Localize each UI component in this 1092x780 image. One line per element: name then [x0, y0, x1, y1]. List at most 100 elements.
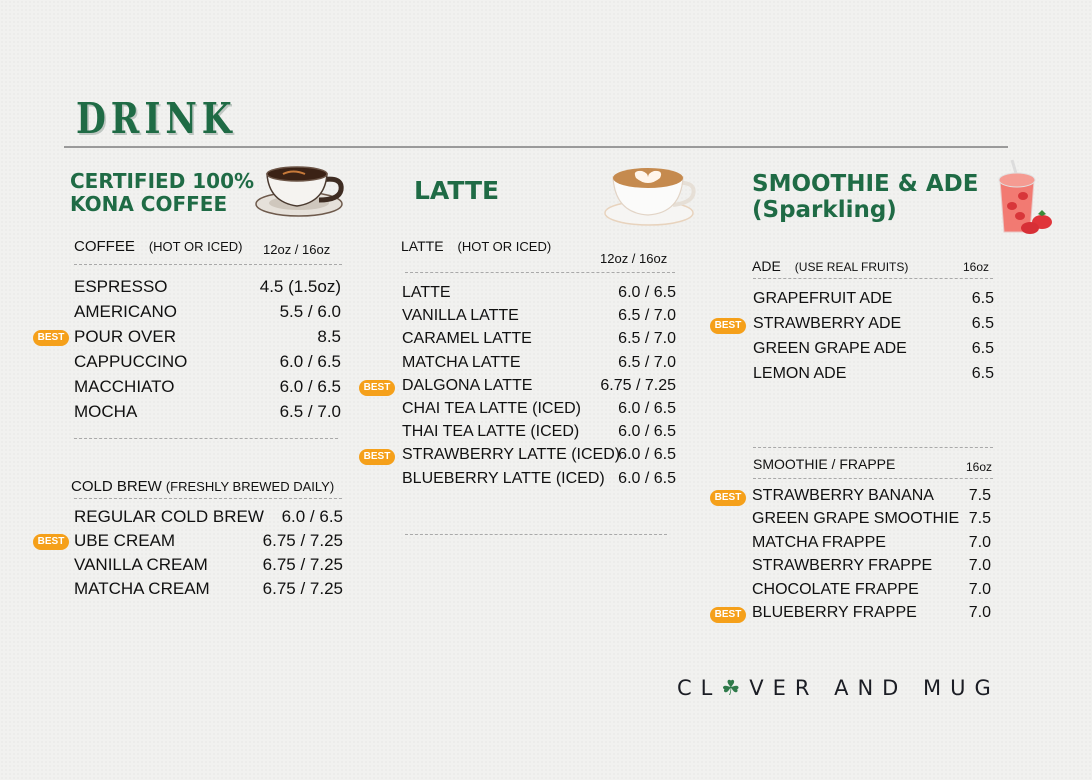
menu-item-name: GRAPEFRUIT ADE [753, 290, 893, 307]
menu-item-name: POUR OVER [74, 327, 177, 346]
best-badge: BEST [710, 318, 746, 334]
menu-item-price: 6.75 / 7.25 [262, 579, 343, 598]
cold-brew-note: (FRESHLY BREWED DAILY) [165, 479, 335, 494]
page-title: DRINK [76, 94, 237, 143]
menu-item-price: 6.0 / 6.5 [281, 507, 343, 526]
menu-item-name: CHAI TEA LATTE (ICED) [402, 400, 581, 417]
menu-item-price: 7.5 [968, 487, 991, 504]
cold-brew-label: COLD BREW [71, 478, 162, 495]
menu-item-price: 7.0 [968, 604, 991, 621]
ade-label: ADE [752, 258, 781, 274]
best-badge: BEST [710, 490, 746, 506]
menu-item-price: 6.5 / 7.0 [279, 402, 341, 421]
menu-item-price: 6.5 / 7.0 [618, 353, 676, 371]
menu-item-name: CAPPUCCINO [74, 352, 188, 371]
menu-item-name: VANILLA LATTE [402, 307, 519, 325]
menu-item-name: MATCHA FRAPPE [752, 533, 886, 551]
divider [753, 447, 993, 448]
menu-item-price: 7.0 [968, 580, 991, 598]
ade-note: (USE REAL FRUITS) [794, 260, 909, 274]
coffee-subheader: COFFEE (HOT OR ICED) [74, 238, 243, 255]
divider [74, 498, 342, 499]
menu-item-name: LEMON ADE [753, 365, 847, 382]
menu-item-price: 6.5 / 7.0 [618, 307, 676, 325]
latte-label: LATTE [401, 238, 444, 254]
smoothie-title-line2: (Sparkling) [752, 197, 897, 224]
best-badge: BEST [359, 449, 395, 466]
coffee-title-line2: KONA COFFEE [70, 192, 228, 216]
smoothie-size: 16oz [966, 460, 993, 474]
menu-item-name: MATCHA CREAM [74, 579, 210, 598]
menu-item-name: DALGONA LATTE [402, 376, 533, 394]
divider [753, 478, 993, 479]
ade-size: 16oz [963, 260, 990, 274]
menu-item-price: 5.5 / 6.0 [279, 302, 341, 321]
ade-subheader: ADE (USE REAL FRUITS) [752, 258, 908, 274]
menu-item-name: GREEN GRAPE ADE [753, 340, 907, 357]
coffee-size: 12oz / 16oz [263, 242, 331, 257]
menu-item-price: 6.0 / 6.5 [279, 352, 341, 371]
best-badge: BEST [710, 607, 746, 623]
menu-item-name: VANILLA CREAM [74, 555, 208, 574]
coffee-title-line1: CERTIFIED 100% [70, 169, 255, 193]
menu-item-name: ESPRESSO [74, 277, 168, 296]
brand-text-start: CL [677, 676, 722, 700]
menu-item-name: BLUEBERRY FRAPPE [752, 604, 917, 621]
divider [405, 272, 675, 273]
menu-item-price: 6.75 / 7.25 [262, 531, 343, 550]
menu-item-price: 6.5 [971, 365, 994, 382]
menu-item-name: STRAWBERRY BANANA [752, 487, 934, 504]
menu-item-price: 6.0 / 6.5 [618, 423, 676, 441]
smoothie-section-title: SMOOTHIE & ADE (Sparkling) [752, 171, 978, 224]
menu-item-price: 6.0 / 6.5 [618, 469, 676, 487]
menu-item-name: GREEN GRAPE SMOOTHIE [752, 510, 960, 528]
cold-brew-subheader: COLD BREW (FRESHLY BREWED DAILY) [71, 478, 334, 495]
latte-section-title: LATTE [414, 176, 500, 205]
divider [753, 278, 993, 279]
menu-item-price: 6.5 [971, 315, 994, 332]
header-divider [64, 146, 1008, 148]
menu-item-price: 7.0 [968, 557, 991, 575]
divider [74, 438, 338, 439]
coffee-cup-icon [255, 166, 344, 217]
menu-item-price: 6.0 / 6.5 [618, 446, 676, 464]
divider [405, 534, 667, 535]
menu-item-name: BLUEBERRY LATTE (ICED) [402, 469, 605, 487]
menu-item-name: STRAWBERRY FRAPPE [752, 557, 933, 575]
menu-item-price: 7.5 [968, 510, 991, 528]
menu-item-name: THAI TEA LATTE (ICED) [402, 423, 580, 441]
menu-item-price: 6.0 / 6.5 [618, 284, 676, 301]
menu-item-price: 6.5 [971, 290, 994, 307]
latte-note: (HOT OR ICED) [457, 239, 552, 254]
menu-item-name: MOCHA [74, 402, 138, 421]
menu-item-price: 7.0 [968, 533, 991, 551]
menu-item-price: 6.5 / 7.0 [618, 330, 676, 348]
coffee-note: (HOT OR ICED) [148, 239, 243, 254]
best-badge: BEST [33, 534, 69, 550]
smoothie-subheader: SMOOTHIE / FRAPPE [753, 456, 896, 472]
latte-subheader: LATTE (HOT OR ICED) [401, 238, 551, 254]
clover-icon: ☘ [721, 676, 750, 700]
menu-item-name: CHOCOLATE FRAPPE [752, 580, 919, 598]
menu-item-price: 6.75 / 7.25 [600, 376, 676, 394]
latte-art-cup-icon [604, 168, 696, 226]
menu-item-name: REGULAR COLD BREW [74, 507, 264, 526]
latte-size: 12oz / 16oz [600, 251, 668, 266]
menu-item-price: 4.5 (1.5oz) [259, 277, 341, 296]
brand-logo: CL☘VER AND MUG [677, 676, 1000, 700]
best-badge: BEST [359, 379, 395, 396]
menu-item-name: MACCHIATO [74, 377, 175, 396]
menu-item-name: MATCHA LATTE [402, 353, 521, 371]
coffee-section-title: CERTIFIED 100% KONA COFFEE [70, 170, 254, 216]
menu-item-price: 6.75 / 7.25 [262, 555, 343, 574]
brand-text-end: VER AND MUG [749, 676, 1000, 700]
menu-item-name: UBE CREAM [74, 531, 176, 550]
menu-item-name: STRAWBERRY ADE [753, 315, 902, 332]
menu-item-price: 6.0 / 6.5 [618, 400, 676, 417]
menu-item-price: 8.5 [317, 327, 341, 346]
menu-item-name: LATTE [402, 284, 451, 301]
menu-item-name: AMERICANO [74, 302, 177, 321]
divider [74, 264, 342, 265]
coffee-label: COFFEE [74, 238, 135, 255]
smoothie-title-line1: SMOOTHIE & ADE [752, 171, 979, 197]
